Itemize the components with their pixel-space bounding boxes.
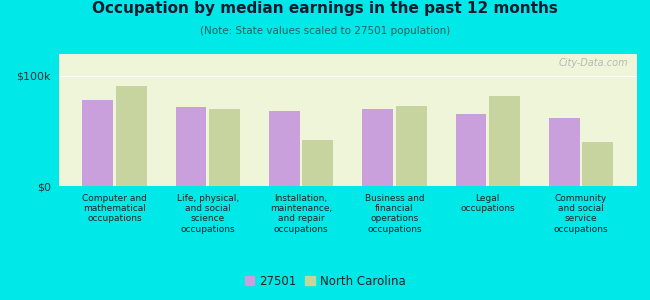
Bar: [489, 96, 520, 186]
Bar: [549, 118, 580, 186]
Bar: [396, 106, 426, 186]
Bar: [83, 100, 113, 186]
Bar: [209, 109, 240, 186]
Text: (Note: State values scaled to 27501 population): (Note: State values scaled to 27501 popu…: [200, 26, 450, 35]
Bar: [302, 140, 333, 186]
Bar: [582, 142, 613, 186]
Bar: [116, 86, 147, 186]
Text: City-Data.com: City-Data.com: [559, 58, 629, 68]
Text: Occupation by median earnings in the past 12 months: Occupation by median earnings in the pas…: [92, 2, 558, 16]
Bar: [362, 109, 393, 186]
Legend: 27501, North Carolina: 27501, North Carolina: [240, 270, 410, 292]
Bar: [456, 115, 486, 186]
Bar: [176, 107, 207, 186]
Bar: [269, 111, 300, 186]
